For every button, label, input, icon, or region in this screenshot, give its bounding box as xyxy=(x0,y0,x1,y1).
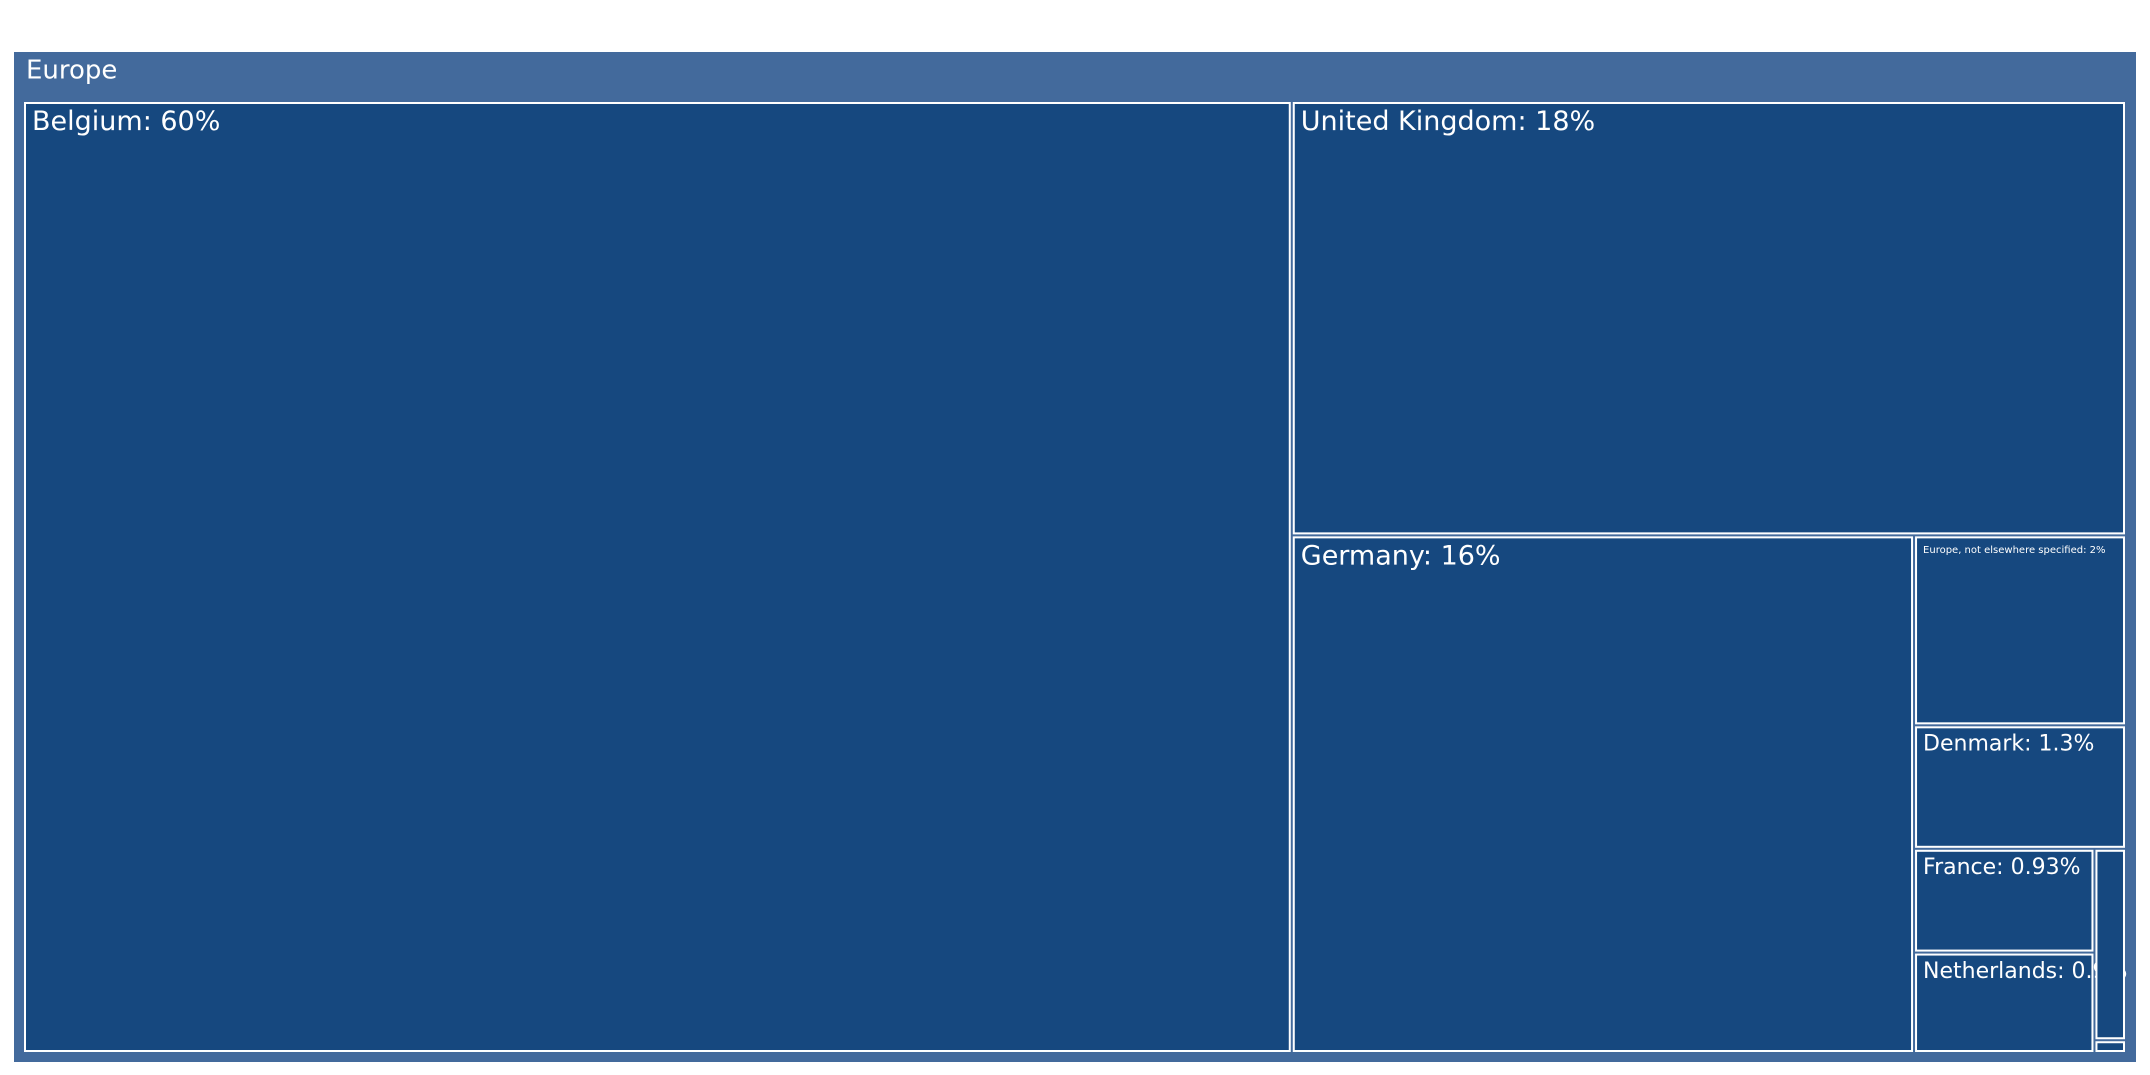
tile xyxy=(2095,1041,2125,1053)
tile xyxy=(1292,102,2126,535)
tile xyxy=(2095,849,2125,1040)
tile xyxy=(1915,953,2094,1053)
tile-label: Germany: 16% xyxy=(1301,541,1501,572)
tile xyxy=(1915,536,2126,725)
tile-label: Denmark: 1.3% xyxy=(1923,732,2094,757)
tile-label: France: 0.93% xyxy=(1923,855,2080,880)
tile-label: Europe, not elsewhere specified: 2% xyxy=(1923,545,2105,556)
root-label: Europe xyxy=(26,55,117,85)
tile xyxy=(1915,849,2094,952)
tile xyxy=(1292,536,1914,1052)
tile xyxy=(24,102,1291,1052)
tile-label: Netherlands: 0.9% xyxy=(1923,959,2127,984)
tile-label: United Kingdom: 18% xyxy=(1301,106,1595,137)
tile-label: Belgium: 60% xyxy=(32,106,220,137)
tile xyxy=(1915,726,2126,848)
